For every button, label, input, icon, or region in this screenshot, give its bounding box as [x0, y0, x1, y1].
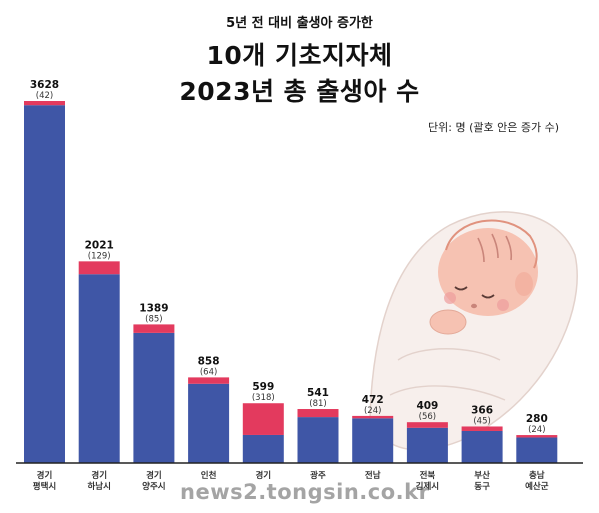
category-label: 하남시: [87, 481, 110, 492]
total-label: 1389: [139, 302, 168, 314]
total-label: 472: [362, 394, 384, 406]
increase-label: (24): [364, 406, 381, 416]
bar-base: [133, 332, 175, 463]
total-label: 280: [526, 413, 548, 425]
category-label: 충남: [529, 470, 545, 481]
total-label: 366: [471, 404, 493, 416]
bar-base: [352, 418, 394, 463]
bar-base: [516, 437, 558, 463]
category-label: 예산군: [525, 481, 549, 492]
total-label: 858: [198, 355, 220, 367]
bar-increase: [78, 261, 120, 275]
category-label: 김제시: [416, 481, 439, 492]
increase-label: (45): [473, 416, 490, 426]
chart-subtitle: 5년 전 대비 출생아 증가한: [226, 16, 373, 31]
bar-increase: [406, 422, 448, 428]
bar-base: [78, 274, 120, 463]
watermark-text: news2.tongsin.co.kr: [180, 480, 430, 504]
category-label: 전남: [365, 470, 381, 481]
category-label: 부산: [474, 470, 490, 481]
increase-label: (81): [309, 399, 326, 409]
bar-increase: [133, 324, 175, 333]
increase-label: (42): [36, 91, 53, 101]
bar-increase: [24, 101, 65, 106]
bar-base: [461, 430, 503, 463]
bar-base: [297, 417, 339, 463]
category-label: 경기: [37, 470, 53, 481]
category-label: 인천: [201, 470, 217, 481]
increase-label: (318): [252, 393, 275, 403]
increase-label: (129): [88, 251, 111, 261]
category-label: 양주시: [142, 481, 165, 492]
bar-increase: [352, 415, 394, 419]
bar-increase: [242, 403, 284, 435]
increase-label: (24): [528, 425, 545, 435]
total-label: 2021: [85, 239, 114, 251]
total-label: 409: [416, 400, 438, 412]
chart-title-line-2: 2023년 총 출생아 수: [179, 77, 420, 106]
bar-increase: [516, 435, 558, 438]
category-label: 경기: [255, 470, 271, 481]
category-label: 광주: [310, 470, 326, 481]
total-label: 3628: [30, 79, 59, 91]
unit-note: 단위: 명 (괄호 안은 증가 수): [428, 121, 559, 134]
bar-increase: [461, 426, 503, 431]
bar-base: [188, 383, 230, 463]
increase-label: (56): [419, 412, 436, 422]
bar-base: [242, 434, 284, 463]
category-label: 전북: [420, 470, 436, 481]
category-label: 경기: [146, 470, 162, 481]
bar-base: [406, 427, 448, 463]
bar-increase: [297, 409, 339, 418]
category-label: 평택시: [33, 481, 56, 492]
category-label: 경기: [91, 470, 107, 481]
bar-increase: [188, 377, 230, 384]
category-label: 동구: [474, 482, 490, 492]
chart-title-line-1: 10개 기초지자체: [206, 41, 393, 70]
increase-label: (85): [145, 314, 162, 324]
total-label: 541: [307, 387, 329, 399]
bar-base: [24, 105, 65, 463]
increase-label: (64): [200, 367, 217, 377]
total-label: 599: [252, 381, 274, 393]
